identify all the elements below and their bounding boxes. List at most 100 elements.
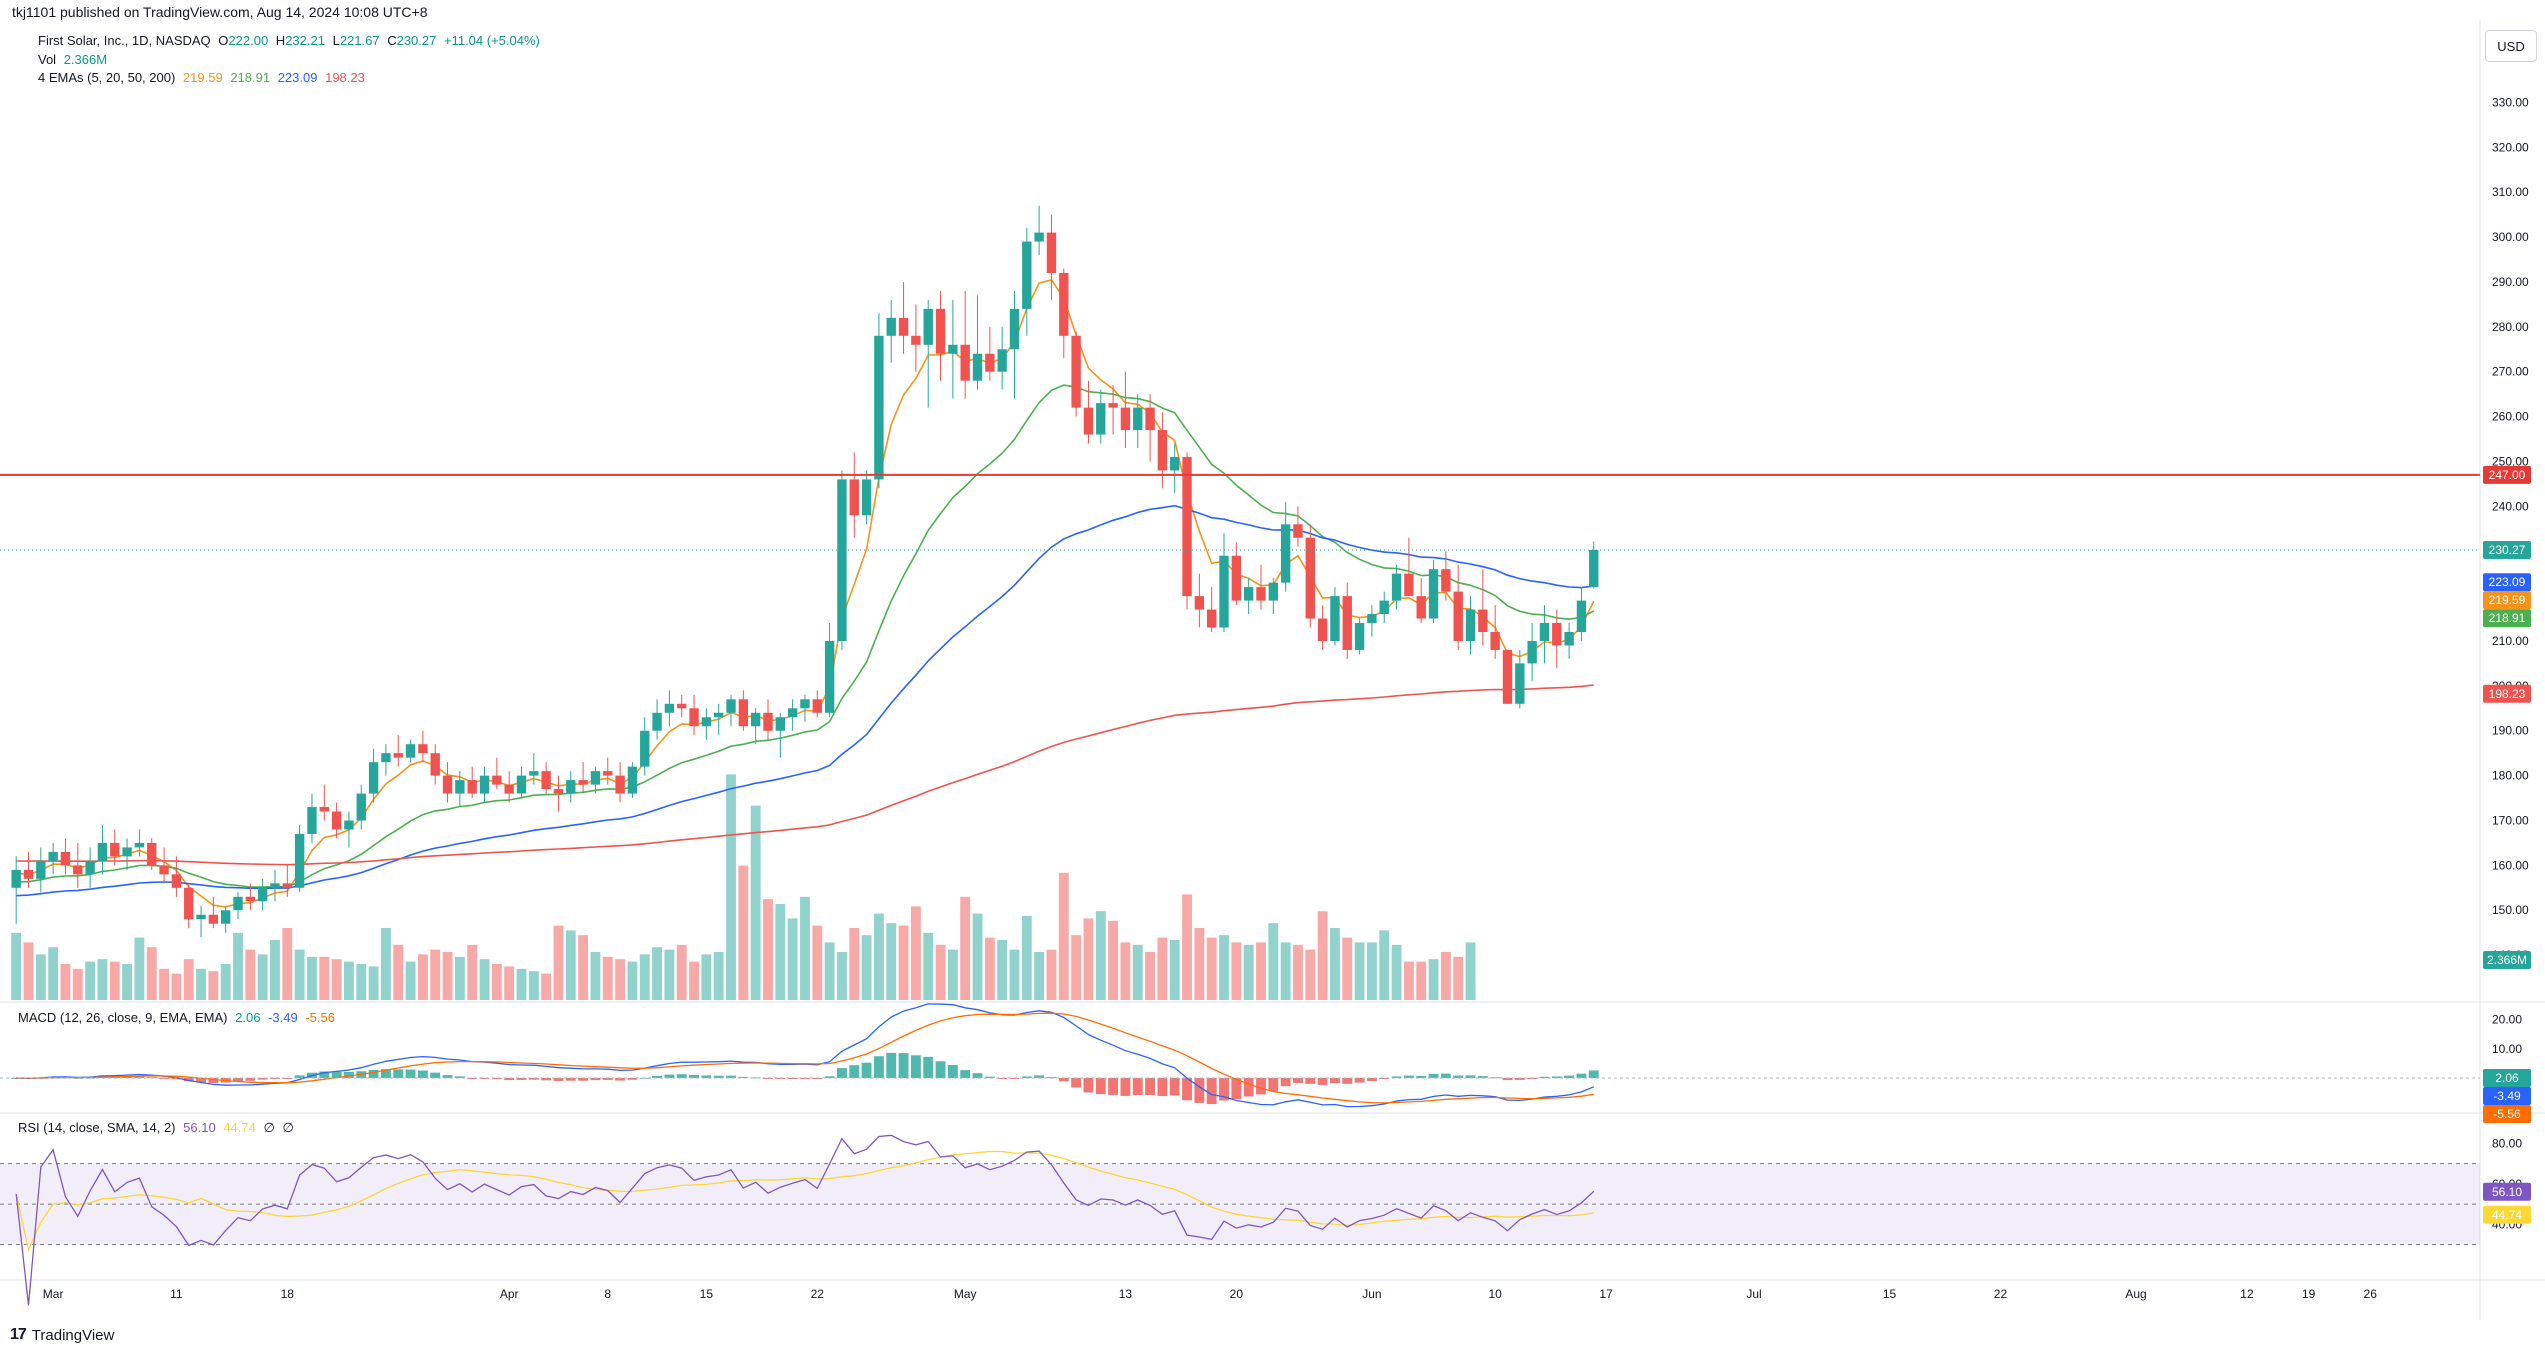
ema20-value: 218.91 (230, 70, 271, 85)
volume-bar (1071, 935, 1082, 1000)
candle-body (516, 775, 527, 794)
macd-histogram-bar (1256, 1077, 1266, 1095)
volume-value: 2.366M (63, 52, 108, 67)
volume-bar (48, 947, 59, 1000)
volume-bar (1157, 937, 1168, 1000)
macd-histogram-bar (454, 1076, 465, 1078)
currency-button[interactable]: USD (2485, 30, 2537, 62)
macd-histogram-bar (1440, 1073, 1451, 1078)
ohlc-open: 222.00 (228, 33, 269, 48)
volume-bar (701, 954, 712, 1000)
rsi-ma-axis-label-bg (2483, 1205, 2531, 1224)
candle-body (1453, 591, 1463, 641)
macd-histogram-bar (134, 1076, 145, 1078)
macd-legend[interactable]: MACD (12, 26, close, 9, EMA, EMA) 2.06 -… (18, 1010, 339, 1025)
axis-price-label-bg (2483, 684, 2531, 703)
macd-histogram-bar (1366, 1077, 1377, 1081)
symbol-title[interactable]: First Solar, Inc., 1D, NASDAQ (38, 33, 211, 48)
rsi-value: 56.10 (183, 1120, 216, 1135)
volume-bar (1342, 937, 1353, 1000)
volume-bar (873, 913, 884, 1000)
volume-bar (122, 964, 133, 1000)
price-tick-label: 320.00 (2492, 140, 2529, 154)
time-tick-label: 19 (2302, 1287, 2316, 1301)
macd-label: MACD (12, 26, close, 9, EMA, EMA) (18, 1010, 228, 1025)
ohlc-c-label: C (387, 33, 397, 48)
candle-body (479, 775, 490, 794)
macd-histogram-bar (553, 1077, 564, 1081)
candle-body (208, 914, 219, 924)
macd-histogram-bar (873, 1056, 884, 1078)
axis-price-label: 219.59 (2489, 593, 2526, 607)
volume-bar (1256, 942, 1266, 1000)
rsi-extra-2: ∅ (282, 1120, 294, 1135)
volume-bar (417, 954, 428, 1000)
price-tick-label: 290.00 (2492, 275, 2529, 289)
candle-body (504, 784, 514, 794)
candle-body (319, 807, 329, 812)
candle-body (1256, 587, 1266, 601)
macd-histogram-bar (750, 1077, 761, 1079)
axis-price-label-bg (2483, 541, 2531, 560)
price-tick-label: 240.00 (2492, 499, 2529, 513)
volume-bar (171, 973, 182, 1000)
volume-legend[interactable]: Vol 2.366M (38, 52, 111, 67)
volume-bar (1453, 956, 1464, 1000)
macd-histogram-bar (1391, 1076, 1402, 1078)
macd-histogram-bar (1083, 1077, 1094, 1093)
candle-body (1133, 407, 1143, 431)
macd-histogram-bar (1502, 1077, 1513, 1081)
macd-signal-axis-label-bg (2483, 1104, 2531, 1123)
volume-bar (1009, 949, 1020, 1000)
macd-histogram-bar (1268, 1077, 1279, 1092)
volume-bar (824, 942, 835, 1000)
ema-legend[interactable]: 4 EMAs (5, 20, 50, 200) 219.59 218.91 22… (38, 70, 369, 85)
ohlc-o-label: O (218, 33, 229, 48)
rsi-legend[interactable]: RSI (14, close, SMA, 14, 2) 56.10 44.74 … (18, 1120, 298, 1136)
candle-body (1465, 609, 1476, 641)
macd-histogram-bar (972, 1073, 983, 1078)
volume-bar (1293, 944, 1303, 1000)
price-tick-label: 310.00 (2492, 185, 2529, 199)
price-tick-label: 300.00 (2492, 230, 2529, 244)
macd-histogram-bar (380, 1069, 391, 1078)
candle-body (405, 744, 416, 758)
macd-histogram-bar (257, 1077, 268, 1080)
macd-histogram-bar (171, 1077, 182, 1080)
ohlc-high: 232.21 (285, 33, 325, 48)
candle-body (726, 699, 736, 713)
time-tick-label: Jun (1362, 1287, 1381, 1301)
macd-histogram-bar (528, 1077, 539, 1080)
candle-body (1059, 272, 1069, 336)
time-tick-label: May (954, 1287, 977, 1301)
candle-body (627, 766, 638, 794)
candle-body (381, 753, 391, 763)
candle-body (1293, 524, 1303, 538)
volume-bar (1095, 911, 1106, 1000)
macd-histogram-bar (1206, 1077, 1217, 1105)
macd-histogram-bar (701, 1075, 712, 1078)
volume-bar (23, 942, 34, 1000)
volume-bar (849, 928, 860, 1000)
time-tick-label: Apr (500, 1287, 519, 1301)
candle-body (171, 874, 182, 888)
macd-histogram-bar (491, 1077, 502, 1080)
macd-histogram-bar (1219, 1077, 1229, 1101)
time-tick-label: 13 (1119, 1287, 1133, 1301)
candle-body (750, 712, 761, 727)
rsi-axis-label: 56.10 (2492, 1185, 2522, 1199)
candle-body (800, 699, 810, 709)
volume-bar (72, 968, 83, 1000)
volume-bar (664, 949, 675, 1000)
volume-bar (627, 961, 638, 1000)
candle-body (122, 847, 132, 857)
time-tick-label: 15 (700, 1287, 714, 1301)
volume-bar (35, 954, 46, 1000)
macd-histogram-bar (294, 1075, 305, 1078)
volume-bar (1108, 920, 1119, 1000)
macd-histogram-bar (344, 1071, 354, 1078)
ohlc-l-label: L (332, 33, 340, 48)
volume-bar (1145, 952, 1155, 1000)
price-tick-label: 150.00 (2492, 903, 2529, 917)
